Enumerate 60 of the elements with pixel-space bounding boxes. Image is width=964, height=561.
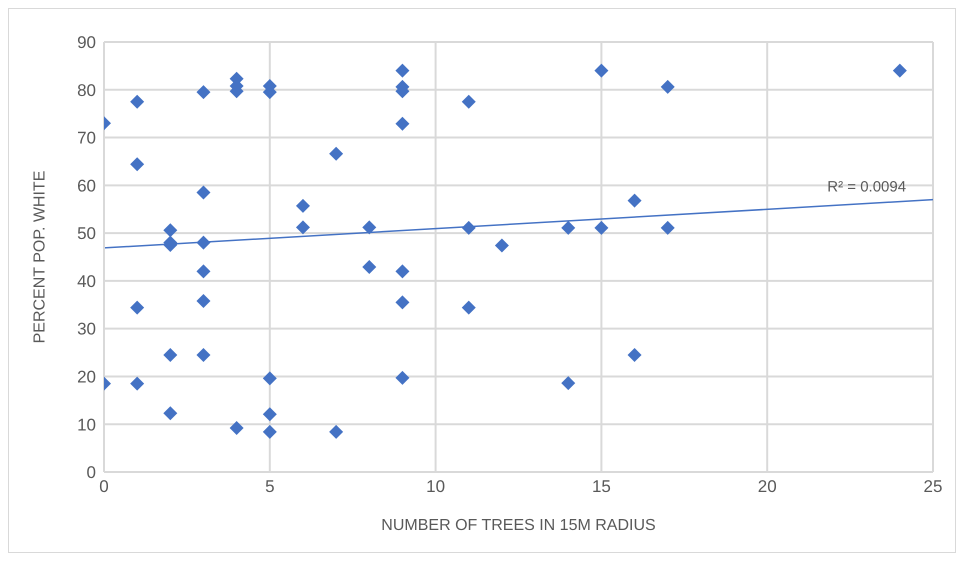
point: [329, 424, 344, 439]
point: [163, 223, 178, 238]
point: [395, 116, 410, 131]
point: [130, 300, 144, 315]
point: [395, 264, 410, 278]
x-tick-label: 0: [99, 477, 109, 496]
point: [230, 421, 244, 436]
x-axis-title: NUMBER OF TREES IN 15M RADIUS: [381, 517, 656, 534]
point: [163, 406, 178, 420]
point: [395, 370, 410, 385]
point: [196, 186, 210, 200]
point: [196, 294, 210, 308]
point: [196, 348, 210, 362]
point: [628, 348, 642, 362]
y-tick-label: 90: [77, 33, 96, 52]
point: [462, 94, 476, 109]
point: [262, 424, 277, 439]
point: [262, 407, 277, 422]
point: [494, 238, 509, 253]
point: [130, 376, 144, 391]
y-tick-label: 60: [77, 176, 96, 196]
y-tick-label: 40: [77, 272, 96, 291]
point: [362, 220, 376, 234]
x-tick-label: 15: [592, 477, 611, 496]
point: [196, 236, 210, 250]
point: [462, 220, 476, 235]
point: [329, 146, 344, 161]
point: [462, 300, 476, 315]
point: [296, 198, 310, 213]
point: [628, 194, 642, 208]
y-tick-label: 30: [77, 320, 96, 339]
point: [594, 64, 608, 78]
y-tick-label: 10: [77, 415, 96, 434]
point: [130, 94, 144, 109]
point: [561, 220, 576, 235]
point: [892, 64, 907, 78]
x-tick-label: 10: [426, 477, 446, 496]
y-tick-label: 80: [77, 80, 96, 100]
y-tick-label: 50: [77, 224, 96, 244]
x-tick-label: 20: [758, 477, 777, 496]
point: [395, 295, 410, 310]
point: [296, 220, 310, 234]
point: [163, 348, 178, 362]
point: [362, 260, 376, 274]
point: [660, 220, 675, 235]
y-tick-label: 70: [77, 128, 96, 148]
x-tick-label: 25: [924, 477, 942, 496]
annotation: R² = 0.0094: [827, 178, 906, 196]
y-axis-title: PERCENT POP. WHITE: [32, 170, 49, 344]
y-tick-label: 0: [86, 463, 96, 482]
point: [196, 85, 210, 100]
x-tick-label: 5: [265, 477, 275, 496]
point: [395, 64, 410, 78]
point: [130, 157, 144, 172]
point: [262, 371, 277, 386]
point: [561, 376, 576, 390]
point: [660, 80, 675, 94]
y-tick-label: 20: [77, 367, 96, 386]
point: [196, 264, 210, 278]
point: [594, 220, 608, 235]
